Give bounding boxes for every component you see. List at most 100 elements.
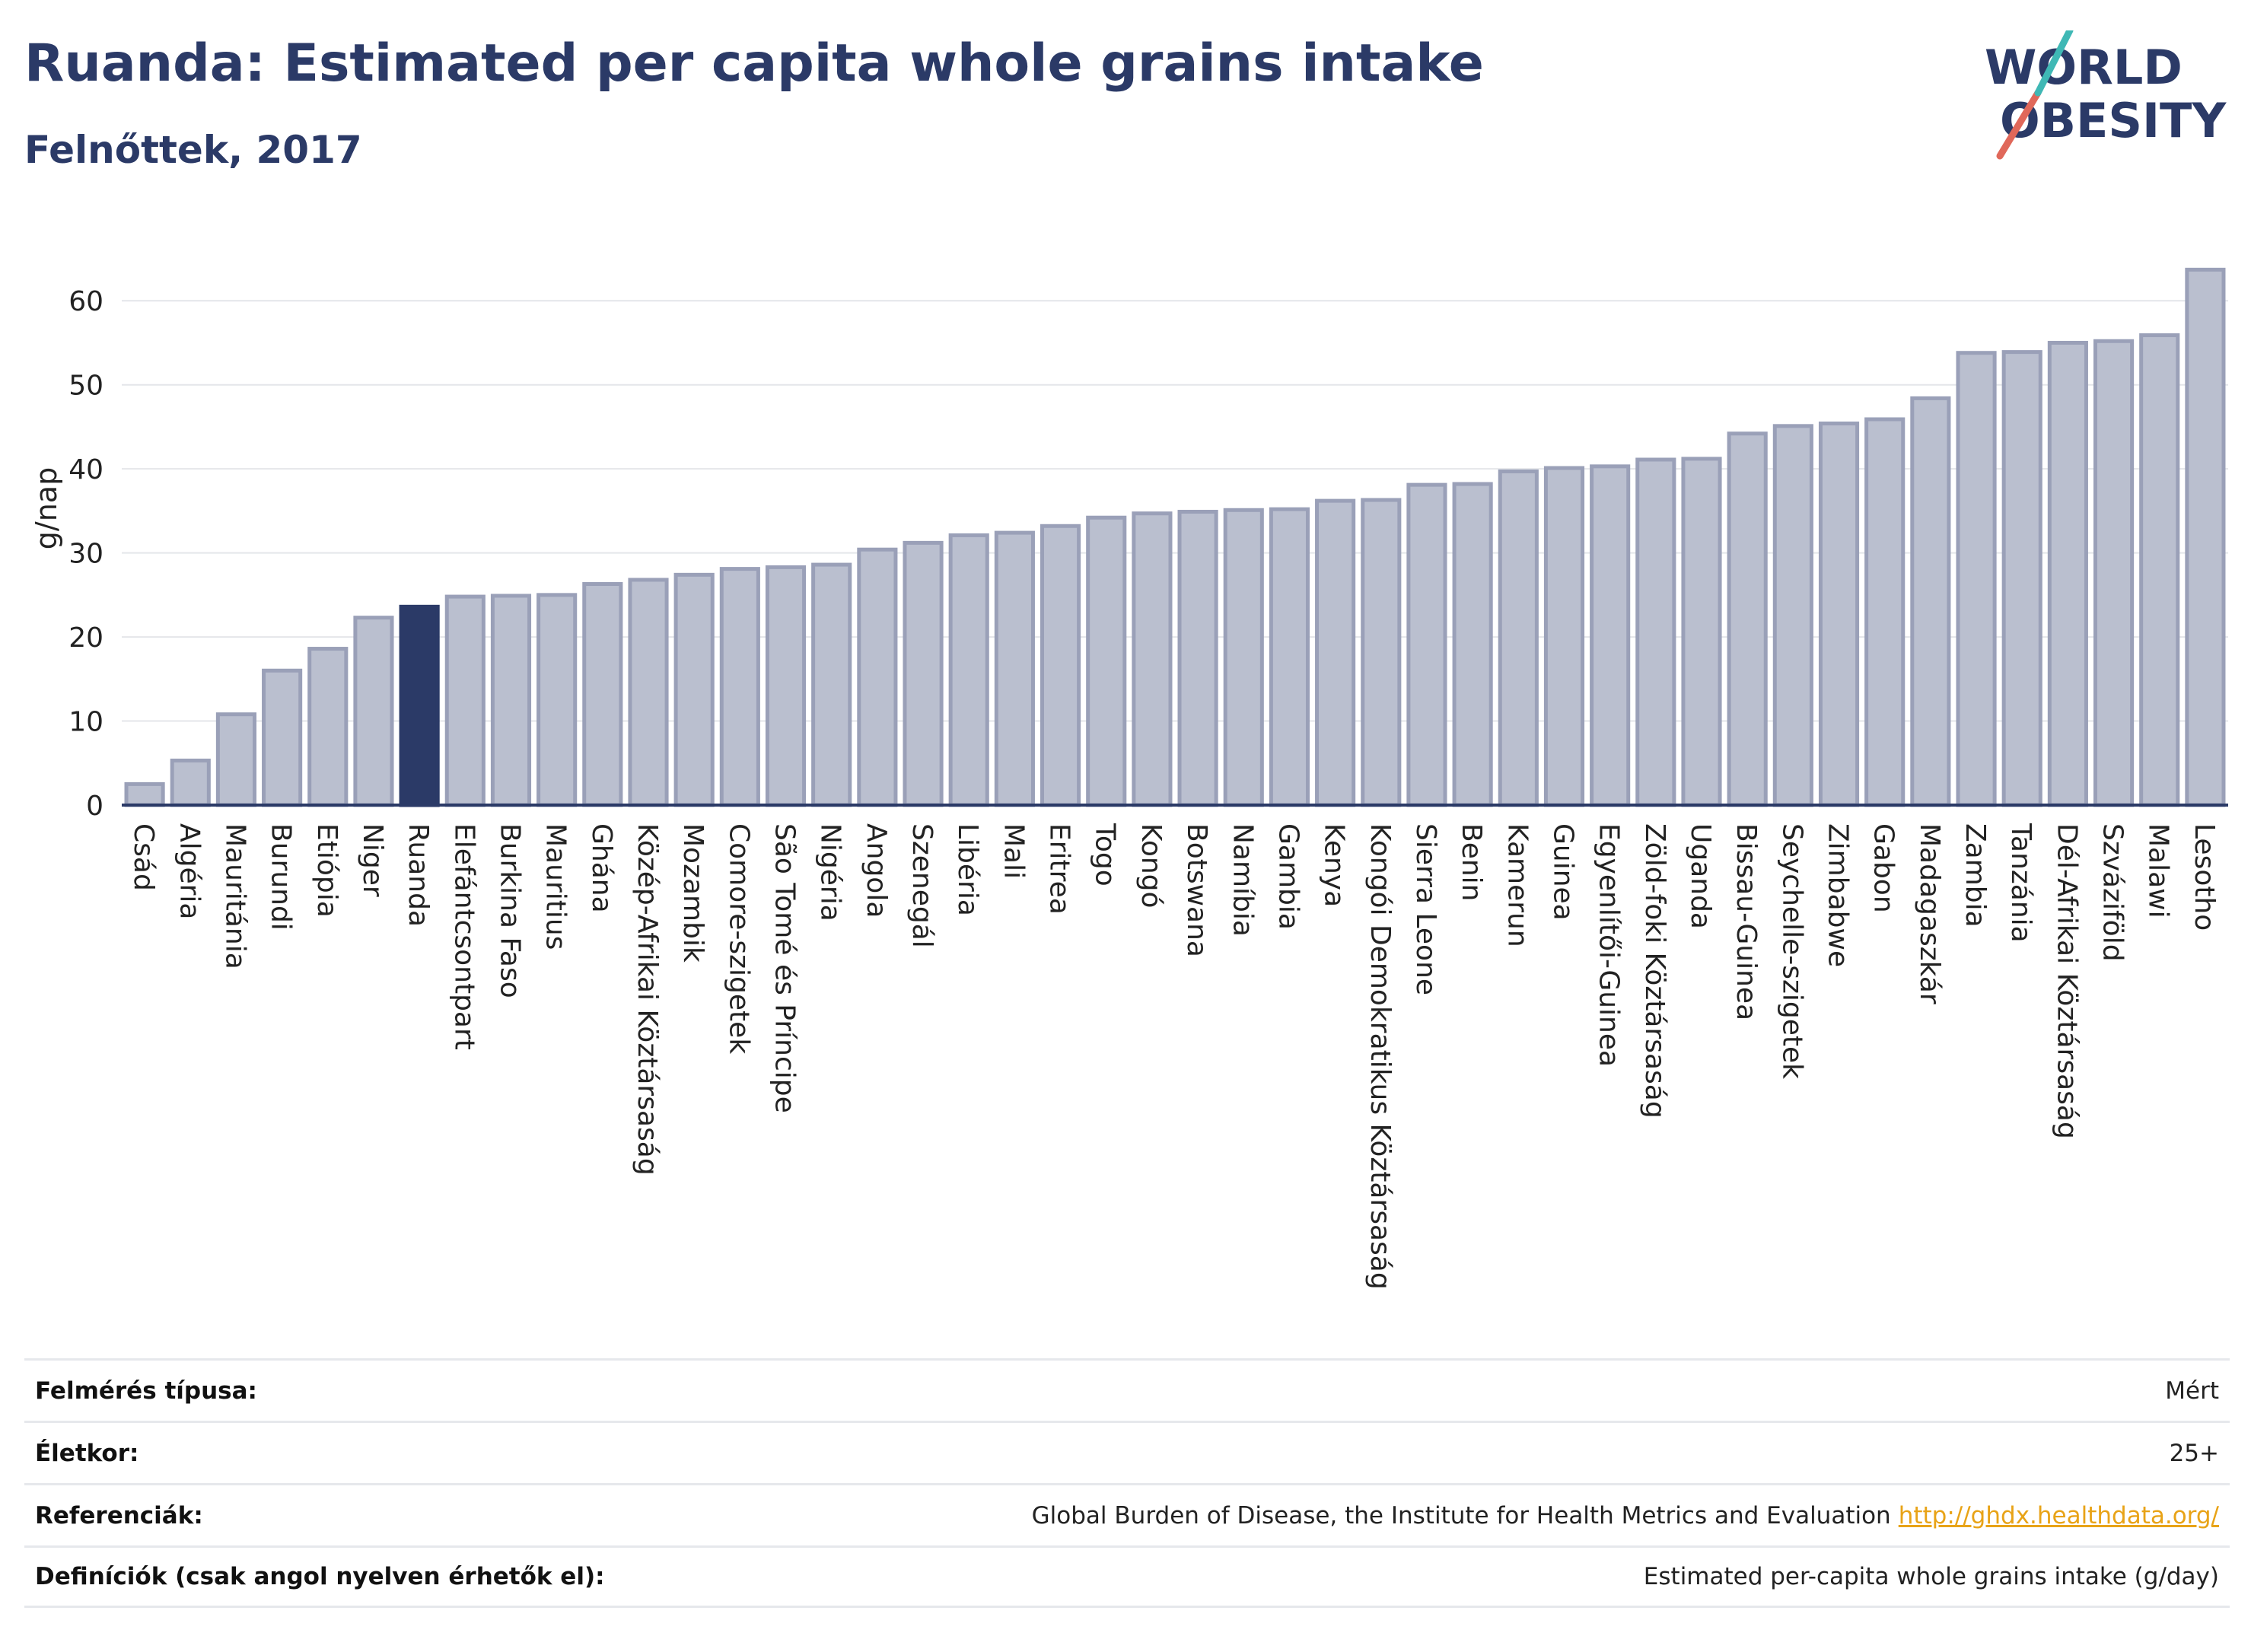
bar-chart: 0 10 20 30 40 50 60 Csád Algéria Mauritánia Burun… (30, 267, 2228, 1290)
x-tick-label: Gambia (1272, 823, 1304, 930)
x-tick-label: Madagaszkár (1914, 823, 1945, 1004)
bar (628, 578, 669, 807)
x-tick-label: Egyenlítői-Guinea (1594, 823, 1625, 1067)
bar (811, 562, 852, 807)
info-value: Global Burden of Disease, the Institute … (1031, 1501, 1891, 1529)
bar (994, 530, 1035, 807)
x-tick-label: Mozambik (677, 823, 708, 963)
x-tick-label: Kongó (1135, 823, 1167, 909)
bar (444, 594, 486, 807)
bar (2139, 333, 2180, 807)
page-title: Ruanda: Estimated per capita whole grain… (24, 33, 1484, 94)
bar (353, 616, 394, 807)
bar (948, 533, 989, 807)
bar (673, 572, 715, 807)
bar (1132, 511, 1173, 807)
x-tick-label: Angola (861, 823, 892, 918)
x-tick-label: Csád (128, 823, 159, 891)
x-tick-label: Zöld-foki Köztársaság (1639, 823, 1670, 1119)
bars (124, 267, 2226, 807)
x-tick-label: Bissau-Guinea (1730, 823, 1762, 1020)
x-tick-label: Szenegál (906, 823, 938, 948)
bar (719, 567, 760, 807)
bar (1223, 508, 1264, 807)
x-tick-label: Ruanda (403, 823, 434, 927)
bar (857, 547, 898, 807)
y-axis-label: g/nap (30, 467, 63, 549)
reference-link[interactable]: http://ghdx.healthdata.org/ (1898, 1501, 2219, 1529)
y-tick-label: 0 (86, 791, 103, 822)
bar (1864, 417, 1906, 807)
logo-slash-red (1996, 89, 2042, 160)
bar (1269, 507, 1310, 807)
x-tick-label: Etiópia (311, 823, 342, 918)
bar (765, 565, 807, 807)
bar (1635, 457, 1676, 807)
logo-text-world: WORLD (1985, 40, 2183, 95)
info-label: Felmérés típusa: (35, 1377, 257, 1405)
x-tick-label: Togo (1090, 823, 1121, 886)
info-label: Definíciók (csak angol nyelven érhetők e… (35, 1563, 605, 1590)
x-tick-label: Malawi (2143, 823, 2174, 918)
bar (1086, 515, 1127, 807)
x-tick-label: São Tomé és Príncipe (769, 823, 801, 1113)
bar (1681, 457, 1722, 807)
x-tick-label: Kamerun (1501, 823, 1533, 947)
bar (262, 668, 303, 807)
info-row-survey-type: Felmérés típusa: Mért (24, 1358, 2230, 1421)
y-tick-label: 50 (68, 371, 103, 402)
y-tick-label: 30 (68, 539, 103, 570)
bar (1406, 482, 1447, 807)
x-tick-label: Sierra Leone (1410, 823, 1441, 995)
x-tick-label: Nigéria (815, 823, 846, 921)
x-tick-label: Niger (357, 823, 388, 897)
bar (1040, 524, 1081, 807)
x-tick-label: Ghána (586, 823, 617, 913)
y-tick-label: 60 (68, 286, 103, 317)
x-tick-label: Mali (998, 823, 1029, 879)
bar (307, 647, 349, 807)
bar (1590, 464, 1631, 807)
x-tick-label: Mauritius (540, 823, 572, 950)
x-tick-label: Comore-szigetek (723, 823, 754, 1054)
bar (170, 758, 211, 807)
bar (2185, 267, 2226, 807)
x-tick-label: Burkina Faso (494, 823, 525, 998)
info-value: Estimated per-capita whole grains intake… (1643, 1563, 2219, 1590)
x-tick-label: Kongói Demokratikus Köztársaság (1364, 823, 1396, 1290)
bar (1315, 498, 1356, 807)
bar (1772, 424, 1813, 807)
bar (1818, 422, 1860, 807)
page-subtitle: Felnőttek, 2017 (24, 128, 362, 172)
x-tick-label: Kenya (1319, 823, 1350, 907)
bar (2047, 340, 2088, 807)
x-tick-label: Gabon (1868, 823, 1899, 913)
x-tick-label: Botswana (1181, 823, 1212, 957)
info-value-group: Global Burden of Disease, the Institute … (1032, 1502, 2219, 1529)
x-tick-label: Seychelle-szigetek (1776, 823, 1807, 1079)
bar (1177, 509, 1218, 807)
bar (903, 540, 944, 807)
y-tick-label: 10 (68, 707, 103, 738)
x-tick-label: Zambia (1960, 823, 1991, 928)
x-tick-label: Guinea (1547, 823, 1578, 921)
bar (582, 581, 623, 807)
bar (124, 781, 165, 807)
logo-text-obesity: OBESITY (2000, 93, 2227, 148)
x-tick-label: Közép-Afrikai Köztársaság (632, 823, 663, 1176)
x-tick-label: Algéria (174, 823, 205, 920)
bar (215, 712, 257, 807)
axes: 0 10 20 30 40 50 60 (68, 286, 2228, 822)
y-tick-label: 20 (68, 622, 103, 654)
bar (1361, 498, 1402, 807)
bar (2001, 350, 2042, 807)
x-tick-label: Burundi (266, 823, 297, 931)
bar (1910, 396, 1951, 807)
bar (1452, 482, 1493, 807)
bar (536, 593, 578, 807)
x-tick-label: Dél-Afrikai Köztársaság (2051, 823, 2082, 1139)
category-labels: Csád Algéria Mauritánia Burundi Etiópia Niger… (128, 823, 2220, 1290)
x-tick-label: Uganda (1685, 823, 1716, 929)
bar (1727, 431, 1768, 807)
x-tick-label: Namíbia (1227, 823, 1258, 937)
